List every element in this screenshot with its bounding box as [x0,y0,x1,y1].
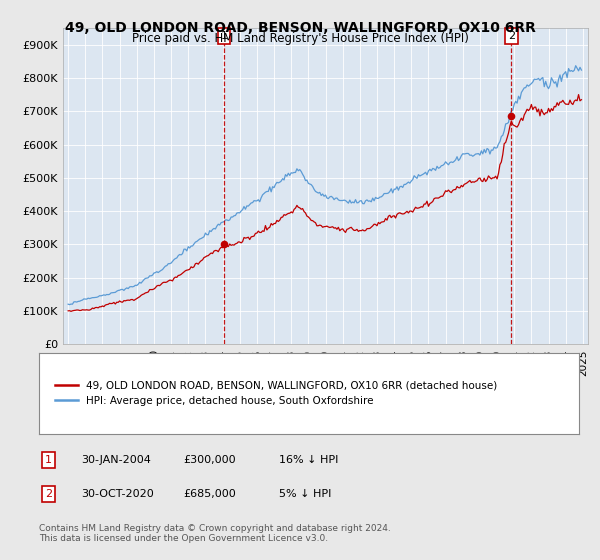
Text: £685,000: £685,000 [183,489,236,499]
Text: 2: 2 [45,489,52,499]
Text: Contains HM Land Registry data © Crown copyright and database right 2024.
This d: Contains HM Land Registry data © Crown c… [39,524,391,543]
Text: 49, OLD LONDON ROAD, BENSON, WALLINGFORD, OX10 6RR: 49, OLD LONDON ROAD, BENSON, WALLINGFORD… [65,21,535,35]
Text: 1: 1 [45,455,52,465]
Legend: 49, OLD LONDON ROAD, BENSON, WALLINGFORD, OX10 6RR (detached house), HPI: Averag: 49, OLD LONDON ROAD, BENSON, WALLINGFORD… [50,376,503,411]
Text: 5% ↓ HPI: 5% ↓ HPI [279,489,331,499]
Text: 2: 2 [508,31,515,41]
Text: 16% ↓ HPI: 16% ↓ HPI [279,455,338,465]
Text: 1: 1 [220,31,227,41]
Text: 30-OCT-2020: 30-OCT-2020 [81,489,154,499]
Text: Price paid vs. HM Land Registry's House Price Index (HPI): Price paid vs. HM Land Registry's House … [131,32,469,45]
Text: 30-JAN-2004: 30-JAN-2004 [81,455,151,465]
Text: £300,000: £300,000 [183,455,236,465]
